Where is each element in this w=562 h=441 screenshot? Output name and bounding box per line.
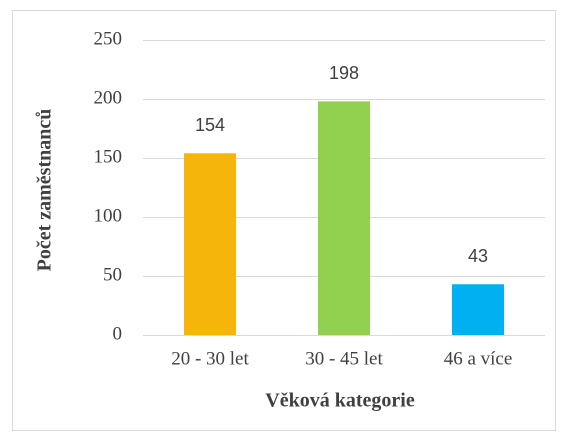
y-tick-label: 0 [113, 323, 123, 344]
bar [318, 101, 370, 335]
x-axis-title: Věková kategorie [265, 390, 415, 412]
bar [184, 153, 236, 335]
y-tick-label: 50 [103, 264, 122, 285]
chart-border [12, 10, 556, 431]
y-axis-title: Počet zaměstnanců [34, 109, 56, 272]
data-label: 154 [195, 115, 225, 135]
x-tick-label: 20 - 30 let [171, 348, 249, 369]
y-tick-label: 200 [94, 87, 123, 108]
x-tick-label: 46 a více [444, 348, 513, 369]
x-tick-label: 30 - 45 let [305, 348, 383, 369]
y-tick-label: 100 [94, 205, 123, 226]
bar [452, 284, 504, 335]
data-label: 43 [468, 246, 488, 266]
data-label: 198 [329, 63, 359, 83]
y-tick-label: 250 [94, 28, 123, 49]
y-tick-label: 150 [94, 146, 123, 167]
